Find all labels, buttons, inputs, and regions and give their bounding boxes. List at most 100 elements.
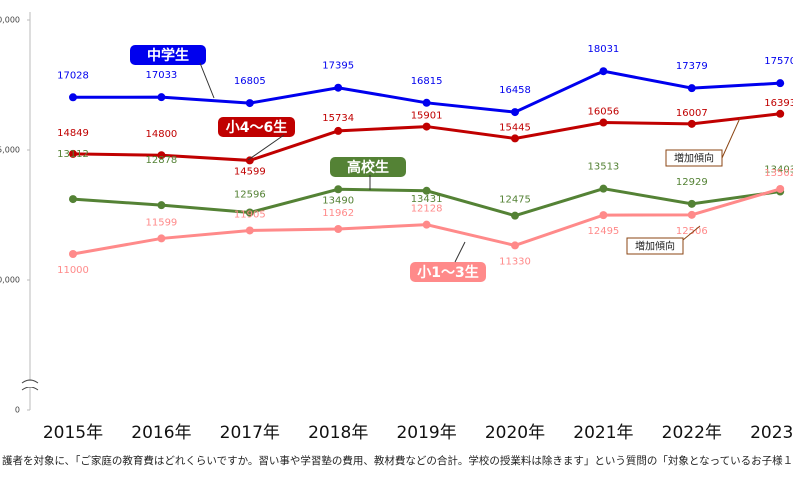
series-label: 高校生 <box>347 159 389 176</box>
point <box>69 149 77 158</box>
value-label: 16393 <box>764 98 793 109</box>
point <box>511 211 519 220</box>
series-label-box <box>218 117 295 137</box>
value-label: 12495 <box>587 226 619 237</box>
point <box>334 185 343 194</box>
point <box>69 195 77 204</box>
value-label: 13431 <box>411 194 443 205</box>
x-tick-label: 2022年 <box>662 423 722 443</box>
series-label-box <box>410 262 486 282</box>
point <box>776 184 785 193</box>
point <box>334 83 343 92</box>
point <box>599 67 608 76</box>
point <box>245 156 254 165</box>
point <box>599 211 608 220</box>
value-label: 17033 <box>145 70 177 81</box>
point <box>245 226 254 235</box>
value-label: 11330 <box>499 256 531 267</box>
annotation-pointer <box>721 117 741 159</box>
value-label: 13502 <box>764 168 793 179</box>
point <box>511 134 519 143</box>
value-label: 14849 <box>57 128 89 139</box>
value-label: 13513 <box>587 162 619 173</box>
point <box>157 234 166 243</box>
point <box>776 79 785 88</box>
point <box>157 151 166 160</box>
point <box>422 220 431 229</box>
value-label: 15445 <box>499 122 531 133</box>
x-tick-label: 2017年 <box>220 423 280 443</box>
annotation-pointer <box>682 225 701 241</box>
x-tick-label: 2021年 <box>573 423 633 443</box>
series-label: 中学生 <box>147 47 189 64</box>
value-label: 15734 <box>322 113 354 124</box>
point <box>687 84 696 93</box>
x-tick-label: 2019年 <box>396 423 456 443</box>
x-tick-label: 2015年 <box>43 423 103 443</box>
point <box>245 208 254 217</box>
point <box>69 93 77 102</box>
value-label: 13112 <box>57 149 89 160</box>
point <box>422 122 431 131</box>
value-label: 16815 <box>411 76 443 87</box>
value-label: 12128 <box>411 204 443 215</box>
point <box>157 201 166 210</box>
footnote: 護者を対象に、「ご家庭の教育費はどれくらいですか。習い事や学習塾の費用、教材費な… <box>2 454 793 467</box>
point <box>687 199 696 208</box>
x-tick-label: 2018年 <box>308 423 368 443</box>
y-tick-label: 15,000 <box>0 146 20 155</box>
point <box>687 119 696 128</box>
value-label: 16007 <box>676 108 708 119</box>
value-label: 17028 <box>57 70 89 81</box>
value-label: 14800 <box>145 129 177 140</box>
value-label: 16458 <box>499 85 531 96</box>
series-label: 小4～6生 <box>226 119 287 136</box>
value-label: 16056 <box>587 107 619 118</box>
annotation: 増加傾向 <box>635 240 675 253</box>
y-tick-label: 10,000 <box>0 276 20 285</box>
annotation-box <box>626 237 684 255</box>
point <box>599 118 608 127</box>
value-label: 11905 <box>234 209 266 220</box>
value-label: 14599 <box>234 166 266 177</box>
value-label: 12929 <box>676 177 708 188</box>
point <box>334 126 343 135</box>
value-label: 13403 <box>764 165 793 176</box>
point <box>69 250 77 258</box>
value-label: 12506 <box>676 226 708 237</box>
value-label: 11599 <box>145 217 177 228</box>
value-label: 13490 <box>322 195 354 206</box>
pointer <box>199 62 466 263</box>
point <box>687 210 696 219</box>
value-label: 16805 <box>234 76 266 87</box>
y-tick-label: 0 <box>15 406 20 415</box>
value-label: 17570 <box>764 56 793 67</box>
point <box>334 224 343 233</box>
axis-break-gap <box>27 381 33 387</box>
value-label: 12878 <box>145 155 177 166</box>
x-tick-label: 2023年 <box>750 423 793 443</box>
point <box>511 241 519 250</box>
value-label: 11000 <box>57 265 89 276</box>
series-label-box <box>130 45 206 65</box>
point <box>776 109 785 118</box>
value-label: 18031 <box>587 44 619 55</box>
annotation: 増加傾向 <box>674 152 714 165</box>
series-label-box <box>330 157 406 177</box>
value-label: 12596 <box>234 190 266 201</box>
series-label: 小1～3生 <box>417 264 478 281</box>
value-label: 17379 <box>676 61 708 72</box>
value-label: 15901 <box>411 111 443 122</box>
x-tick-label: 2016年 <box>131 423 191 443</box>
y-tick-label: 20,000 <box>0 16 20 25</box>
x-tick-label: 2020年 <box>485 423 545 443</box>
point <box>245 99 254 108</box>
value-label: 11962 <box>322 208 354 219</box>
point <box>422 98 431 107</box>
value-label: 12475 <box>499 195 531 206</box>
annotation-box <box>665 149 723 167</box>
point <box>157 93 166 102</box>
point <box>511 108 519 117</box>
point <box>599 184 608 193</box>
